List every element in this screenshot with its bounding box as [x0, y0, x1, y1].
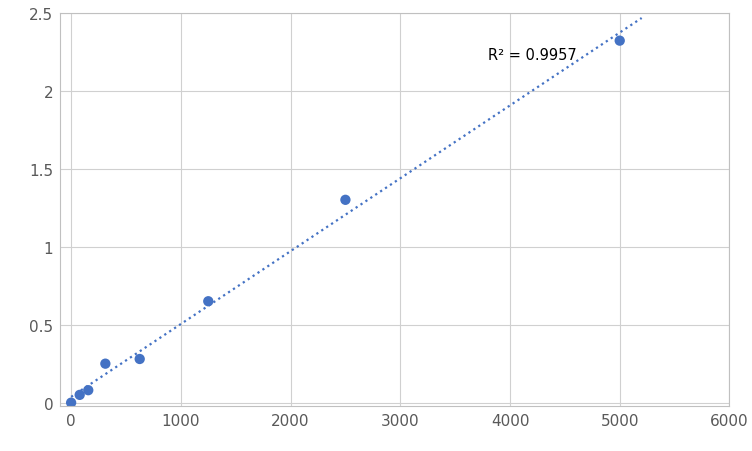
Point [134, 355, 146, 363]
Point [99, 360, 111, 368]
Point [339, 197, 351, 204]
Text: R² = 0.9957: R² = 0.9957 [488, 48, 577, 63]
Point [65, 399, 77, 406]
Point [82, 387, 94, 394]
Point [202, 298, 214, 305]
Point [614, 38, 626, 45]
Point [74, 391, 86, 399]
